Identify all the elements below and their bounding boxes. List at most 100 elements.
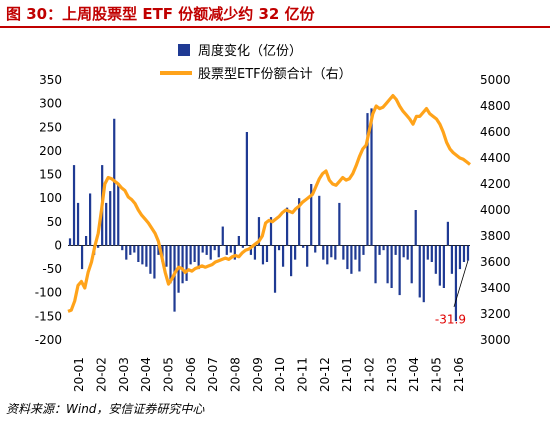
bar <box>225 245 228 255</box>
bar <box>145 245 148 267</box>
bar <box>358 245 361 272</box>
right-axis-tick-label: 4600 <box>480 125 511 139</box>
left-axis-tick-label: -200 <box>35 333 62 347</box>
right-axis-tick-label: 5000 <box>480 73 511 87</box>
x-axis-tick-label: 20-05 <box>162 357 176 392</box>
left-axis-tick-label: -50 <box>42 262 62 276</box>
source-note: 资料来源：Wind，安信证券研究中心 <box>6 402 205 416</box>
left-axis-tick-label: 100 <box>39 191 62 205</box>
bar <box>153 245 156 279</box>
bar <box>68 238 72 246</box>
bar <box>302 245 305 248</box>
bar <box>414 210 417 246</box>
bar <box>269 217 273 246</box>
bar <box>386 245 389 284</box>
right-axis-tick-label: 4400 <box>480 151 511 165</box>
bar <box>121 245 124 251</box>
left-axis-tick-label: 300 <box>39 97 62 111</box>
etf-share-line <box>67 93 471 313</box>
bar <box>398 245 401 296</box>
bar <box>422 245 425 303</box>
bar <box>318 195 321 246</box>
bar <box>354 245 357 260</box>
bar <box>261 245 265 265</box>
bar <box>294 245 297 260</box>
right-axis-tick-label: 4800 <box>480 99 511 113</box>
x-axis-tick-label: 21-05 <box>430 357 444 392</box>
left-axis-tick-label: -150 <box>35 309 62 323</box>
x-axis-tick-label: 21-06 <box>452 357 466 392</box>
bar <box>374 245 377 284</box>
x-axis-tick-label: 20-03 <box>117 357 131 392</box>
left-axis-tick-label: -100 <box>35 286 62 300</box>
bar <box>249 245 253 255</box>
bar <box>201 245 204 253</box>
bar <box>265 245 269 262</box>
left-axis-tick-label: 350 <box>39 73 62 87</box>
left-axis-tick-label: 0 <box>54 238 62 252</box>
bar <box>410 245 413 284</box>
bar <box>394 245 397 255</box>
bar <box>245 132 248 246</box>
bar <box>97 245 100 248</box>
bar <box>149 245 152 274</box>
bar <box>346 245 349 270</box>
left-axis-tick-label: 150 <box>39 168 62 182</box>
x-axis-tick-label: 20-07 <box>206 357 220 392</box>
bar <box>157 245 160 255</box>
bar <box>125 245 128 260</box>
legend-bar-label: 周度变化（亿份） <box>198 43 302 59</box>
bar <box>80 245 84 270</box>
bar <box>438 245 441 286</box>
bar <box>426 245 429 260</box>
data-label-leader <box>453 260 469 308</box>
bar <box>310 184 313 246</box>
left-axis-tick-label: 250 <box>39 120 62 134</box>
bar <box>450 245 454 274</box>
bar <box>129 245 132 255</box>
bar <box>434 245 437 274</box>
bar <box>314 245 317 253</box>
bar <box>229 245 232 253</box>
right-axis-tick-label: 4200 <box>480 177 511 191</box>
x-axis-tick-label: 21-03 <box>385 357 399 392</box>
bar <box>209 245 212 260</box>
bar <box>382 245 385 251</box>
bar <box>193 245 196 262</box>
last-bar-data-label: -31.9 <box>435 312 466 326</box>
right-axis-tick-label: 4000 <box>480 203 511 217</box>
bar <box>290 245 293 277</box>
x-axis-tick-label: 20-04 <box>139 357 153 392</box>
right-axis-tick-label: 3400 <box>480 281 511 295</box>
right-axis-tick-label: 3200 <box>480 307 511 321</box>
legend-line-label: 股票型ETF份额合计（右） <box>198 67 352 82</box>
right-axis-tick-label: 3600 <box>480 255 511 269</box>
bar <box>197 245 200 270</box>
bar <box>330 245 333 258</box>
bar <box>406 245 409 260</box>
bar <box>338 202 341 246</box>
bar <box>181 245 184 284</box>
bar <box>462 245 466 262</box>
x-axis-tick-label: 20-01 <box>72 357 86 392</box>
bar <box>84 236 88 246</box>
bar <box>326 245 329 265</box>
bar <box>322 245 325 260</box>
bar <box>390 245 393 288</box>
bar <box>105 202 108 246</box>
x-axis-tick-label: 20-08 <box>229 357 243 392</box>
bar <box>253 245 257 260</box>
bar <box>458 245 462 270</box>
bar <box>173 245 176 312</box>
bar <box>137 245 140 262</box>
bar <box>454 245 458 322</box>
title-bar: 图 30：上周股票型 ETF 份额减少约 32 亿份 <box>0 0 550 28</box>
bar <box>446 221 449 246</box>
bar <box>277 245 281 251</box>
bar <box>306 245 309 267</box>
bar <box>165 245 168 267</box>
bar <box>362 245 365 255</box>
bar <box>141 245 144 265</box>
bar <box>402 245 405 258</box>
